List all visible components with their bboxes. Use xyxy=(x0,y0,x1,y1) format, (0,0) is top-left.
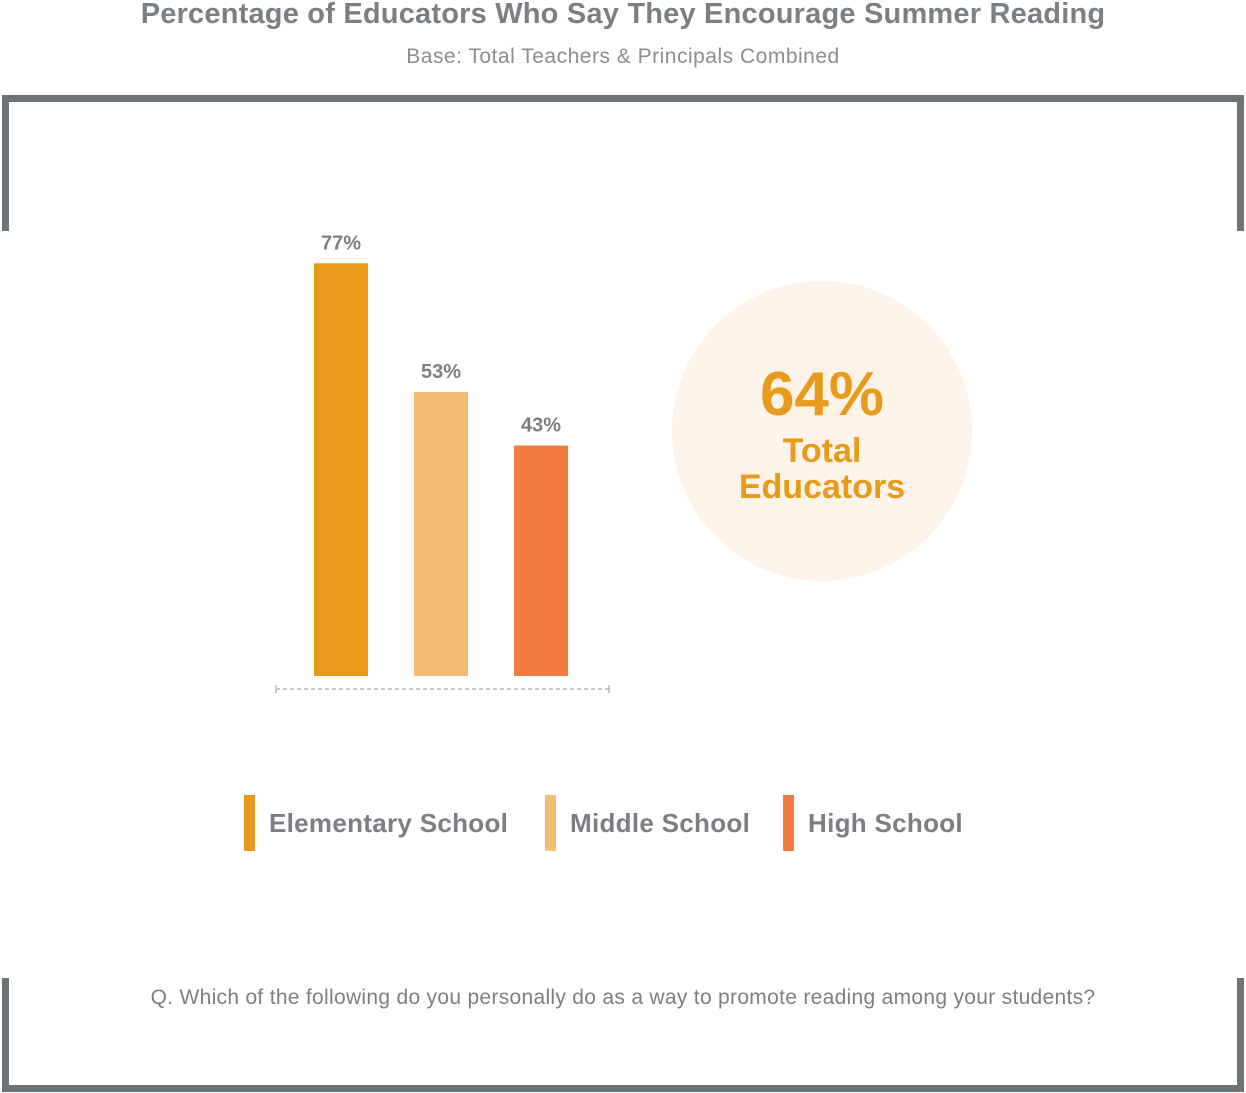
data-label: 77% xyxy=(321,232,361,254)
legend-swatch xyxy=(244,795,255,851)
bar-high-school xyxy=(514,445,568,676)
legend-label: Middle School xyxy=(570,807,751,838)
frame-top xyxy=(2,95,1244,231)
data-label: 53% xyxy=(421,361,461,383)
bar-elementary-school xyxy=(314,263,368,676)
chart-subtitle: Base: Total Teachers & Principals Combin… xyxy=(406,45,840,68)
legend-item-elementary: Elementary School xyxy=(244,795,508,851)
data-label: 43% xyxy=(521,415,561,437)
bar-middle-school xyxy=(414,391,468,676)
callout-value: 64% xyxy=(759,360,885,429)
chart-title: Percentage of Educators Who Say They Enc… xyxy=(140,0,1106,30)
callout-label: Total Educators xyxy=(738,432,906,506)
survey-question: Q. Which of the following do you persona… xyxy=(150,986,1096,1009)
legend-swatch xyxy=(783,795,794,851)
legend-item-high: High School xyxy=(783,795,963,851)
total-educators-callout: 64% Total Educators xyxy=(672,281,972,581)
legend-label: High School xyxy=(808,807,963,838)
legend-swatch xyxy=(545,795,556,851)
legend-label: Elementary School xyxy=(269,807,509,838)
legend-item-middle: Middle School xyxy=(545,795,750,851)
frame-bottom xyxy=(2,978,1244,1092)
